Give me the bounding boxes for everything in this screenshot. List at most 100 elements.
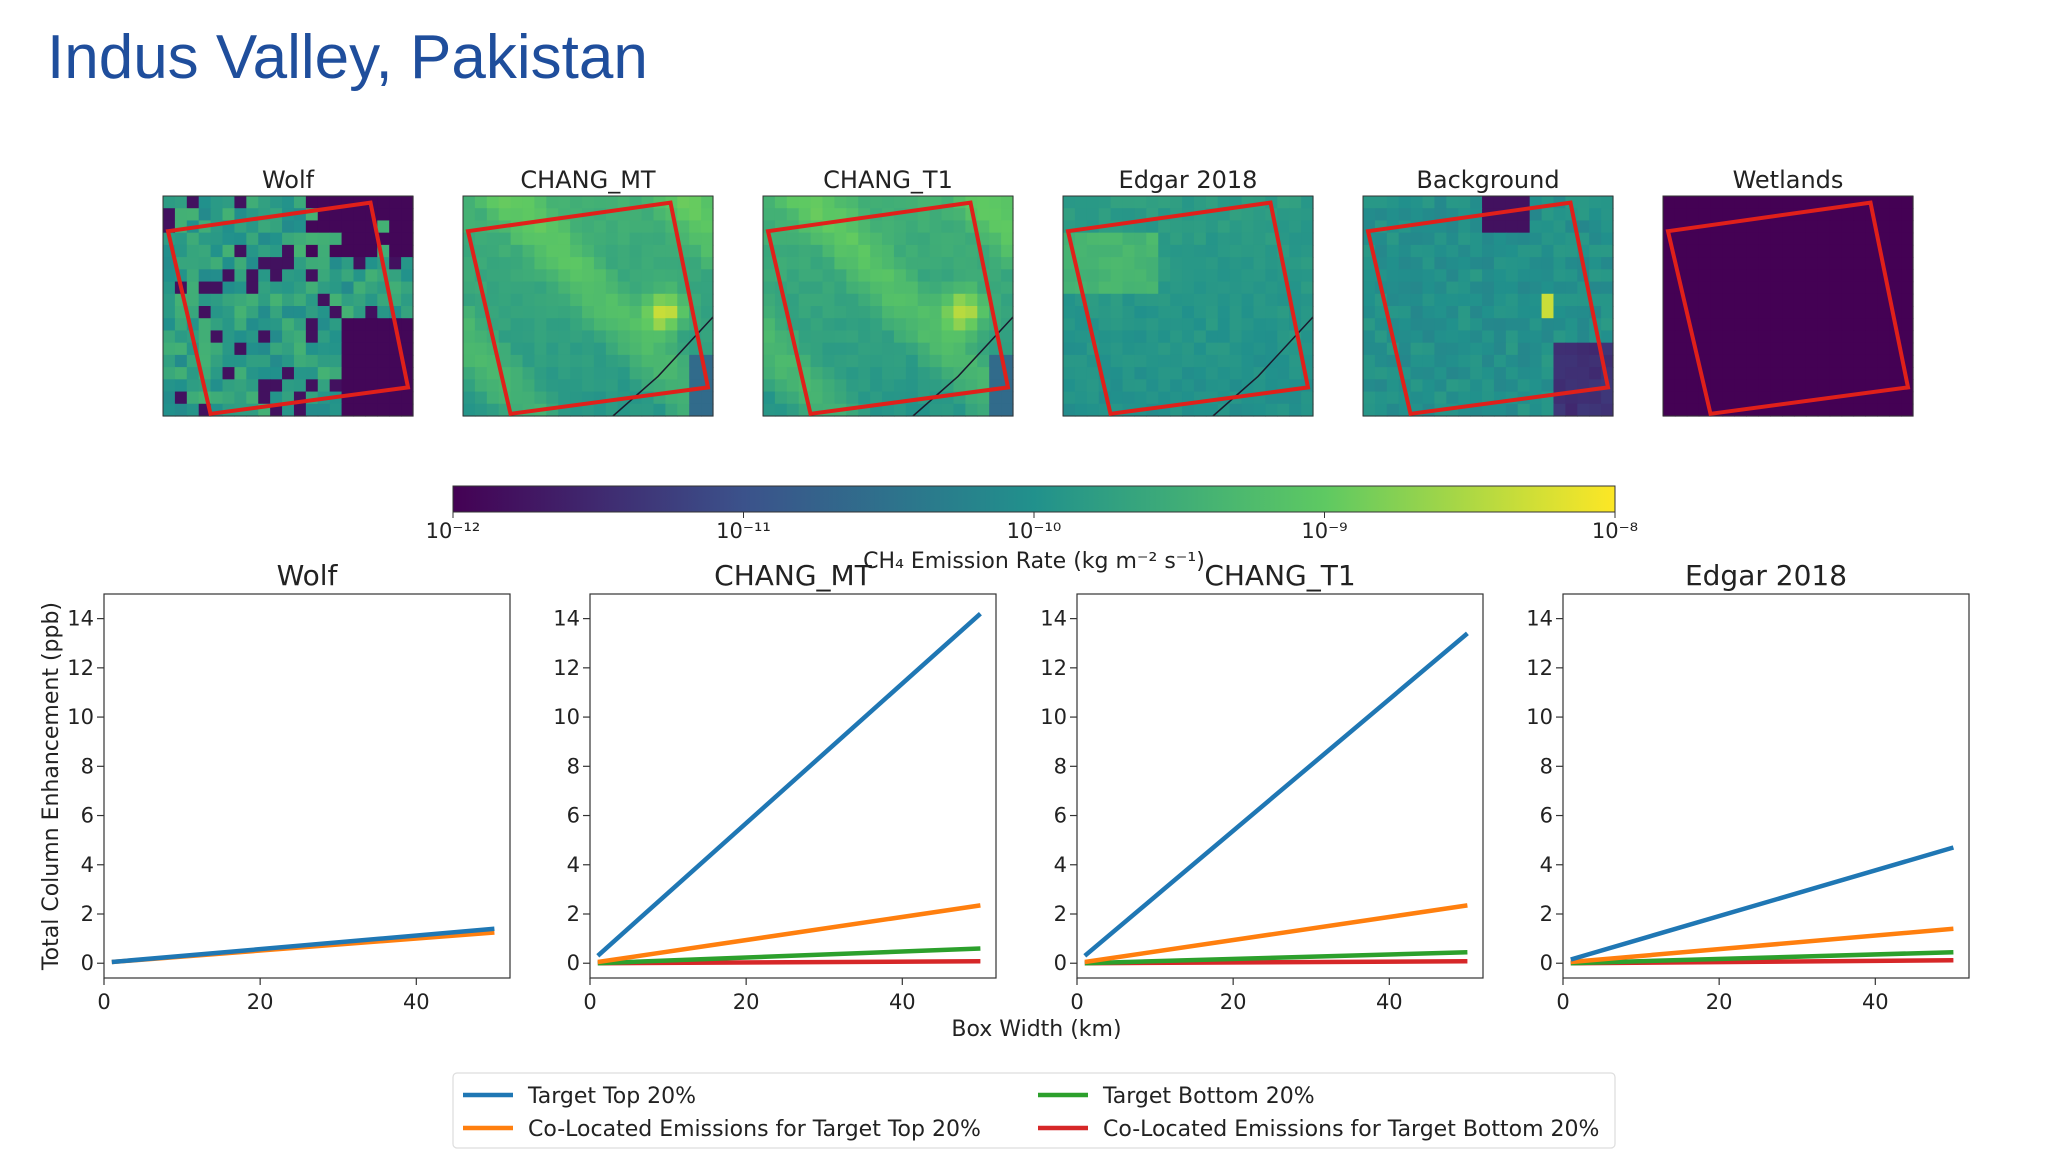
x-tick-label: 0 <box>583 990 596 1014</box>
y-tick-label: 2 <box>567 902 580 926</box>
legend-label: Co-Located Emissions for Target Bottom 2… <box>1103 1117 1599 1142</box>
plot-frame <box>103 593 511 979</box>
colorbar-gradient <box>452 485 1616 513</box>
map-panel: Wetlands <box>1662 166 1914 417</box>
y-tick-label: 2 <box>81 902 94 926</box>
y-axis-label: Total Column Enhancement (ppb) <box>39 602 64 971</box>
slide-title: Indus Valley, Pakistan <box>47 23 648 92</box>
y-tick-label: 14 <box>1526 607 1553 631</box>
study-area-box <box>1665 200 1911 417</box>
plot-title: Wolf <box>277 559 339 592</box>
x-axis-label: Box Width (km) <box>951 1017 1121 1042</box>
map-panel-title: Wolf <box>262 166 315 194</box>
y-tick-label: 6 <box>1054 804 1067 828</box>
map-panel-title: CHANG_T1 <box>823 166 953 194</box>
x-tick-label: 40 <box>889 990 916 1014</box>
legend-label: Target Bottom 20% <box>1102 1084 1315 1109</box>
y-tick-label: 0 <box>1054 951 1067 975</box>
y-tick-label: 14 <box>67 607 94 631</box>
y-tick-label: 8 <box>1540 754 1553 778</box>
legend-label: Target Top 20% <box>527 1084 696 1109</box>
map-panel: Wolf <box>162 166 414 417</box>
y-tick-label: 8 <box>81 754 94 778</box>
map-panel-title: Edgar 2018 <box>1119 166 1258 194</box>
y-tick-label: 10 <box>1040 705 1067 729</box>
plot-title: CHANG_MT <box>714 559 873 592</box>
legend: Target Top 20% Target Bottom 20% Co-Locate… <box>452 1072 1616 1149</box>
x-tick-label: 0 <box>1556 990 1569 1014</box>
y-tick-label: 4 <box>567 853 580 877</box>
y-tick-label: 2 <box>1054 902 1067 926</box>
y-tick-label: 12 <box>553 656 580 680</box>
map-panel: Background <box>1362 166 1614 417</box>
y-tick-label: 8 <box>567 754 580 778</box>
y-tick-label: 4 <box>1054 853 1067 877</box>
colorbar-tick-label: 10⁻⁸ <box>1592 519 1638 543</box>
y-tick-label: 4 <box>1540 853 1553 877</box>
series-line <box>111 926 495 965</box>
y-tick-label: 10 <box>553 705 580 729</box>
colorbar-tick-label: 10⁻¹⁰ <box>1007 519 1062 543</box>
x-tick-label: 40 <box>1862 990 1889 1014</box>
x-tick-label: 0 <box>1070 990 1083 1014</box>
map-panel-title: Background <box>1416 166 1559 194</box>
colorbar-label: CH₄ Emission Rate (kg m⁻² s⁻¹) <box>863 549 1205 574</box>
map-panel: CHANG_MT <box>462 166 714 417</box>
series-line <box>597 946 981 966</box>
study-area-box <box>765 200 1011 417</box>
y-tick-label: 12 <box>1040 656 1067 680</box>
legend-entry: Co-Located Emissions for Target Bottom 2… <box>1038 1117 1599 1142</box>
emission-maps: Wolf CHANG_MT CHANG_T1 Edgar 2018 Background… <box>162 166 1914 417</box>
plot-title: CHANG_T1 <box>1204 559 1355 592</box>
y-tick-label: 10 <box>67 705 94 729</box>
line-subplot: Wolf 0 20 40 0 2 4 6 8 10 12 14 <box>67 559 511 1014</box>
map-panel-title: Wetlands <box>1733 166 1844 194</box>
y-tick-label: 12 <box>67 656 94 680</box>
x-tick-label: 20 <box>1220 990 1247 1014</box>
x-tick-label: 20 <box>1706 990 1733 1014</box>
y-tick-label: 10 <box>1526 705 1553 729</box>
series-line <box>596 612 982 958</box>
series-line <box>1570 949 1954 966</box>
study-area-box <box>165 200 411 417</box>
y-tick-label: 6 <box>1540 804 1553 828</box>
y-tick-label: 6 <box>567 804 580 828</box>
colorbar-tick-label: 10⁻¹¹ <box>716 519 771 543</box>
plot-frame <box>1076 593 1484 979</box>
study-area-box <box>1365 200 1611 417</box>
plot-frame <box>1562 593 1970 979</box>
series-line <box>597 903 981 965</box>
map-panel-title: CHANG_MT <box>520 166 655 194</box>
colorbar: 10⁻¹² 10⁻¹¹ 10⁻¹⁰ 10⁻⁹ 10⁻⁸ CH₄ Emission Rate… <box>426 485 1638 574</box>
y-tick-label: 0 <box>81 951 94 975</box>
y-tick-label: 2 <box>1540 902 1553 926</box>
y-tick-label: 4 <box>81 853 94 877</box>
x-tick-label: 40 <box>1376 990 1403 1014</box>
series-line <box>1083 631 1469 958</box>
x-tick-label: 20 <box>247 990 274 1014</box>
legend-label: Co-Located Emissions for Target Top 20% <box>528 1117 981 1142</box>
colorbar-tick-label: 10⁻¹² <box>426 519 481 543</box>
legend-box <box>452 1072 1616 1149</box>
study-area-box <box>1065 200 1311 417</box>
x-tick-label: 20 <box>733 990 760 1014</box>
map-panel: Edgar 2018 <box>1062 166 1314 417</box>
colorbar-tick-label: 10⁻⁹ <box>1301 519 1347 543</box>
series-line <box>1084 903 1468 965</box>
legend-entry: Co-Located Emissions for Target Top 20% <box>463 1117 981 1142</box>
y-tick-label: 0 <box>567 951 580 975</box>
x-tick-label: 40 <box>403 990 430 1014</box>
line-subplot: CHANG_MT 0 20 40 0 2 4 6 8 10 12 14 <box>553 559 997 1014</box>
study-area-box <box>465 200 711 417</box>
legend-entry: Target Bottom 20% <box>1038 1084 1315 1109</box>
line-subplot: CHANG_T1 0 20 40 0 2 4 6 8 10 12 14 <box>1040 559 1484 1014</box>
y-tick-label: 12 <box>1526 656 1553 680</box>
y-tick-label: 0 <box>1540 951 1553 975</box>
x-tick-label: 0 <box>97 990 110 1014</box>
y-tick-label: 8 <box>1054 754 1067 778</box>
series-line <box>1084 949 1468 966</box>
line-subplot: Edgar 2018 0 20 40 0 2 4 6 8 10 12 14 <box>1526 559 1970 1014</box>
plot-title: Edgar 2018 <box>1685 559 1847 592</box>
